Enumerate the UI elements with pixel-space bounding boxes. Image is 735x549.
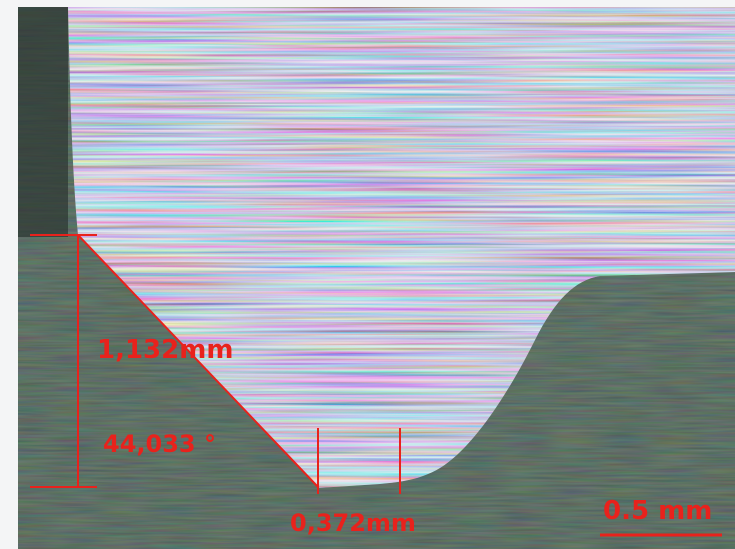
angle-label: 44,033 ° xyxy=(103,430,216,458)
scale-bar-label: 0.5 mm xyxy=(603,496,712,526)
left-strip xyxy=(18,7,68,237)
width-label: 0,372mm xyxy=(290,509,416,537)
micrograph: 1,132mm 44,033 ° 0,372mm 0.5 mm xyxy=(0,0,735,549)
diagonal-length-label: 1,132mm xyxy=(97,335,233,365)
page: {"annotations": {"diagonal_length": "1,1… xyxy=(0,0,735,549)
